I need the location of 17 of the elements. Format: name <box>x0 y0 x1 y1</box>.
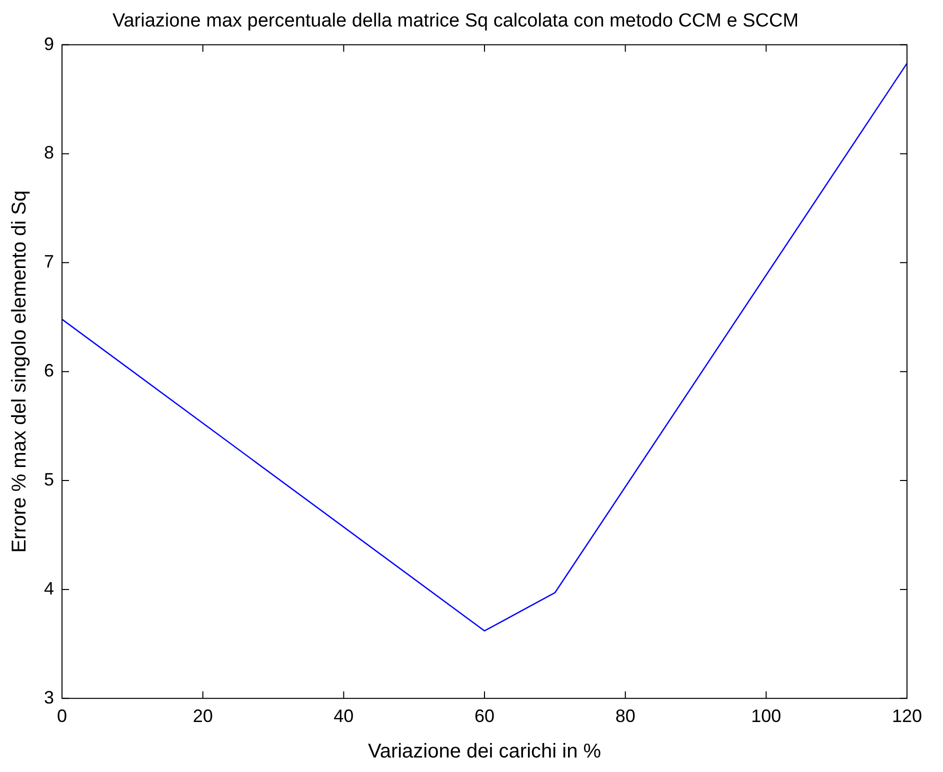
x-tick-label: 40 <box>334 706 354 726</box>
x-tick-label: 120 <box>892 706 922 726</box>
y-axis-title: Errore % max del singolo elemento di Sq <box>8 190 31 553</box>
x-tick-label: 20 <box>192 706 213 726</box>
x-axis-title: Variazione dei carichi in % <box>368 740 602 763</box>
y-tick-label: 6 <box>44 360 54 381</box>
chart-title: Variazione max percentuale della matrice Sq calcolata con metodo CCM e SCCM <box>112 10 799 32</box>
y-tick-label: 4 <box>44 578 54 598</box>
x-tick-label: 60 <box>474 706 495 726</box>
x-tick-label: 100 <box>751 706 782 726</box>
y-tick-label: 9 <box>44 34 54 54</box>
x-tick-label: 0 <box>57 706 68 726</box>
x-tick-label: 80 <box>615 706 636 726</box>
y-tick-label: 3 <box>44 687 54 708</box>
y-tick-label: 5 <box>44 470 54 490</box>
y-tick-label: 7 <box>44 252 54 272</box>
y-tick-label: 8 <box>44 142 54 163</box>
